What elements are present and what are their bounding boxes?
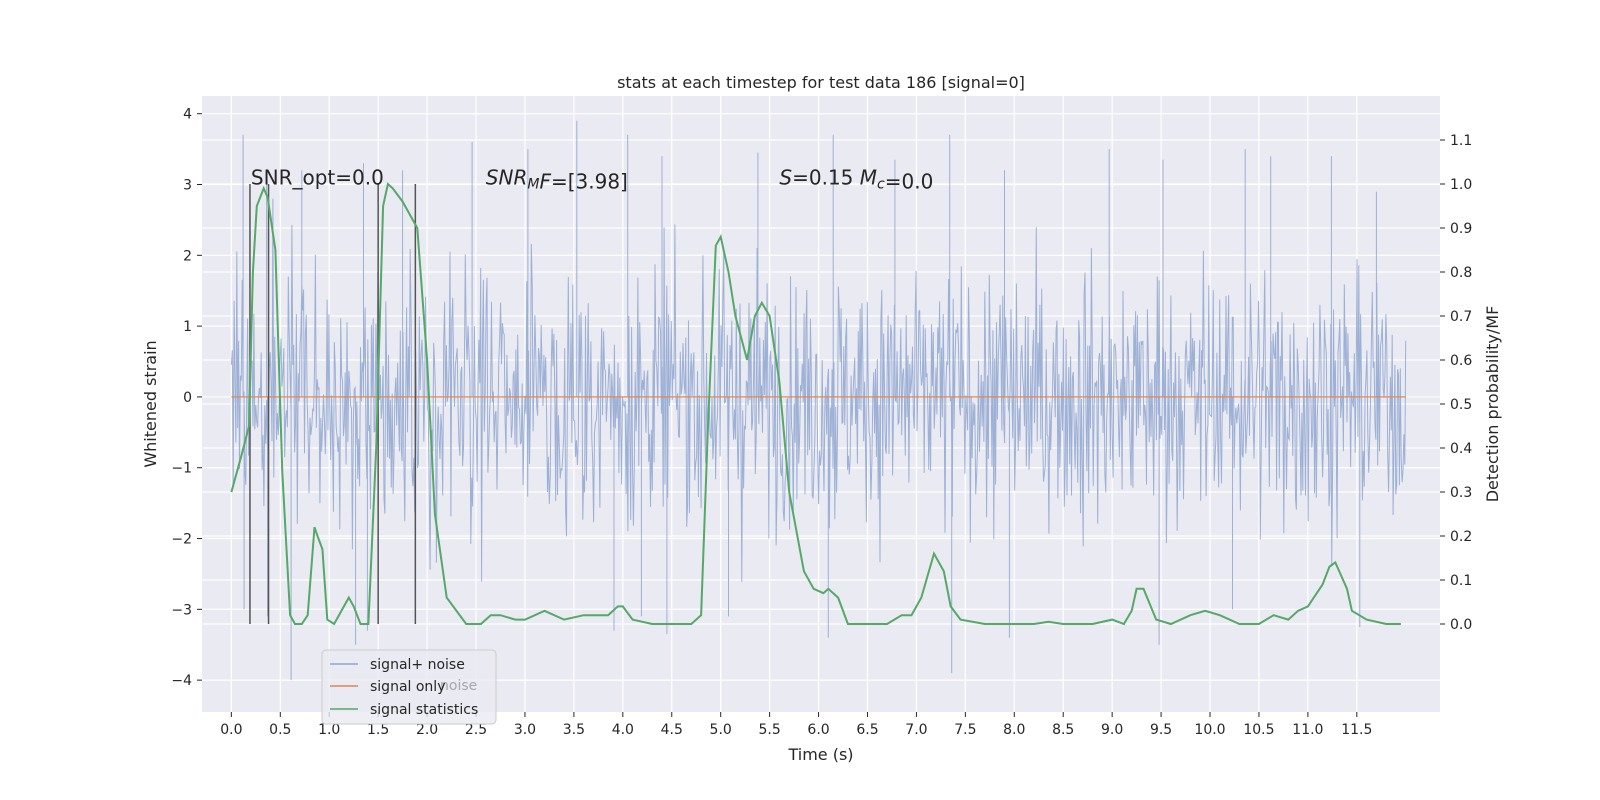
x-tick-label: 9.0 xyxy=(1101,722,1123,738)
annotation-text: SNRMF=[3.98] xyxy=(486,165,628,193)
y2-tick-label: 0.2 xyxy=(1450,529,1472,545)
y2-tick-label: 0.3 xyxy=(1450,485,1472,501)
x-axis-ticks: 0.0 0.5 1.0 1.5 2.0 2.5 3.0 3.5 4.0 4.5 5.0 5.5 6.0 6… xyxy=(220,712,1372,738)
y2-tick-label: 0.7 xyxy=(1450,309,1472,325)
annotation-part: S xyxy=(779,165,792,189)
x-tick-label: 9.5 xyxy=(1150,722,1172,738)
x-tick-label: 5.5 xyxy=(758,722,780,738)
y2-tick-label: 0.9 xyxy=(1450,221,1472,237)
y-tick-label: 4 xyxy=(183,107,192,123)
y-tick-label: 2 xyxy=(183,248,192,264)
x-tick-label: 1.0 xyxy=(318,722,340,738)
legend-box xyxy=(321,649,497,725)
y2-tick-label: 0.6 xyxy=(1450,353,1472,369)
y-tick-label: 3 xyxy=(183,178,192,194)
chart-title: stats at each timestep for test data 186… xyxy=(617,73,1025,92)
x-tick-label: 1.5 xyxy=(367,722,389,738)
x-axis-label: Time (s) xyxy=(787,745,853,764)
x-tick-label: 3.5 xyxy=(563,722,585,738)
y2-tick-label: 0.8 xyxy=(1450,265,1472,281)
annotation-text: SNR_opt=0.0 xyxy=(251,165,384,189)
x-tick-label: 7.0 xyxy=(905,722,927,738)
signal-statistics-line xyxy=(230,182,1401,626)
annotations: SNR_opt=0.0 SNRMF=[3.98] S=0.15 Mc=0.0 xyxy=(251,165,933,193)
y-tick-label: 1 xyxy=(183,319,192,335)
x-tick-label: 6.5 xyxy=(856,722,878,738)
grid xyxy=(202,96,1440,712)
y2-axis-label: Detection probability/MF xyxy=(1483,306,1502,503)
y-tick-label: −4 xyxy=(171,673,192,689)
signal-plus-noise-line xyxy=(230,120,1407,681)
annotation-part: =0.0 xyxy=(885,169,934,193)
x-tick-label: 3.0 xyxy=(514,722,536,738)
x-tick-label: 4.0 xyxy=(612,722,634,738)
x-tick-label: 4.5 xyxy=(661,722,683,738)
annotation-part: M xyxy=(527,176,539,192)
y-tick-label: −2 xyxy=(171,532,192,548)
y2-tick-label: 0.4 xyxy=(1450,441,1472,457)
annotation-part: =[3.98] xyxy=(551,169,628,193)
x-tick-label: 0.5 xyxy=(269,722,291,738)
y-tick-label: −3 xyxy=(171,602,192,618)
series-signal-statistics xyxy=(230,182,1401,626)
y-tick-label: −1 xyxy=(171,461,192,477)
x-tick-label: 11.0 xyxy=(1292,722,1323,738)
y2-tick-label: 1.1 xyxy=(1450,133,1472,149)
series-signal-plus-noise xyxy=(230,120,1407,681)
annotation-part: =0.15 xyxy=(792,165,860,189)
x-tick-label: 7.5 xyxy=(954,722,976,738)
annotation-part: F xyxy=(539,169,551,193)
y2-tick-label: 0.1 xyxy=(1450,573,1472,589)
legend-label-signal-only: signal only xyxy=(370,679,445,695)
annotation-part: SNR xyxy=(486,165,528,189)
x-tick-label: 0.0 xyxy=(220,722,242,738)
y-axis-ticks: −4 −3 −2 −1 0 1 2 3 4 xyxy=(171,107,202,689)
y-tick-label: 0 xyxy=(183,390,192,406)
x-tick-label: 11.5 xyxy=(1341,722,1372,738)
annotation-part: M xyxy=(860,165,877,189)
x-tick-label: 8.0 xyxy=(1003,722,1025,738)
legend-label-signal-plus-noise: signal+ noise xyxy=(370,657,465,673)
y2-tick-label: 0.0 xyxy=(1450,617,1472,633)
y2-tick-label: 0.5 xyxy=(1450,397,1472,413)
annotation-text: S=0.15 Mc=0.0 xyxy=(779,165,933,193)
y2-axis-ticks: 0.0 0.1 0.2 0.3 0.4 0.5 0.6 0.7 0.8 0.9 1.0 1.1 xyxy=(1440,133,1472,633)
x-tick-label: 2.5 xyxy=(465,722,487,738)
x-tick-label: 6.0 xyxy=(807,722,829,738)
x-tick-label: 2.0 xyxy=(416,722,438,738)
annotation-part: c xyxy=(877,176,885,192)
annotation-part: SNR_opt=0.0 xyxy=(251,165,384,189)
legend-ghost-text: noise xyxy=(440,678,477,694)
y2-tick-label: 1.0 xyxy=(1450,177,1472,193)
x-tick-label: 10.0 xyxy=(1194,722,1225,738)
x-tick-label: 8.5 xyxy=(1052,722,1074,738)
legend-label-signal-statistics: signal statistics xyxy=(370,702,478,718)
y-axis-label: Whitened strain xyxy=(141,340,160,467)
legend: noise signal+ noise signal only signal s… xyxy=(321,649,497,725)
x-tick-label: 10.5 xyxy=(1243,722,1274,738)
x-tick-label: 5.0 xyxy=(710,722,732,738)
